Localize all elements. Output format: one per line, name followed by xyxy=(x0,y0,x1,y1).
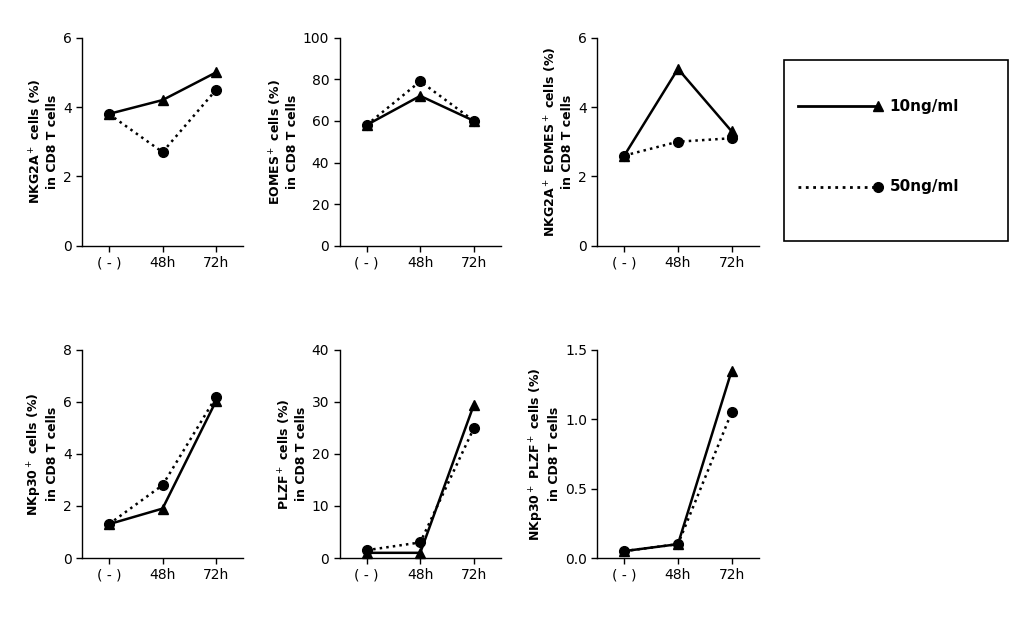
Text: 10ng/ml: 10ng/ml xyxy=(890,99,959,114)
Point xyxy=(791,103,804,110)
Y-axis label: NKp30$^+$ cells (%)
in CD8 T cells: NKp30$^+$ cells (%) in CD8 T cells xyxy=(26,393,58,515)
Y-axis label: EOMES$^+$ cells (%)
in CD8 T cells: EOMES$^+$ cells (%) in CD8 T cells xyxy=(268,79,298,204)
Y-axis label: NKG2A$^+$ cells (%)
in CD8 T cells: NKG2A$^+$ cells (%) in CD8 T cells xyxy=(28,79,58,204)
Y-axis label: NKp30$^+$ PLZF$^+$ cells (%)
in CD8 T cells: NKp30$^+$ PLZF$^+$ cells (%) in CD8 T ce… xyxy=(528,367,561,540)
Point xyxy=(872,183,885,191)
Point xyxy=(791,183,804,191)
Y-axis label: PLZF$^+$ cells (%)
in CD8 T cells: PLZF$^+$ cells (%) in CD8 T cells xyxy=(276,398,308,510)
Y-axis label: NKG2A$^+$ EOMES$^+$ cells (%)
in CD8 T cells: NKG2A$^+$ EOMES$^+$ cells (%) in CD8 T c… xyxy=(542,46,574,237)
FancyBboxPatch shape xyxy=(784,60,1008,241)
Text: 50ng/ml: 50ng/ml xyxy=(890,179,959,194)
Point xyxy=(872,103,885,110)
